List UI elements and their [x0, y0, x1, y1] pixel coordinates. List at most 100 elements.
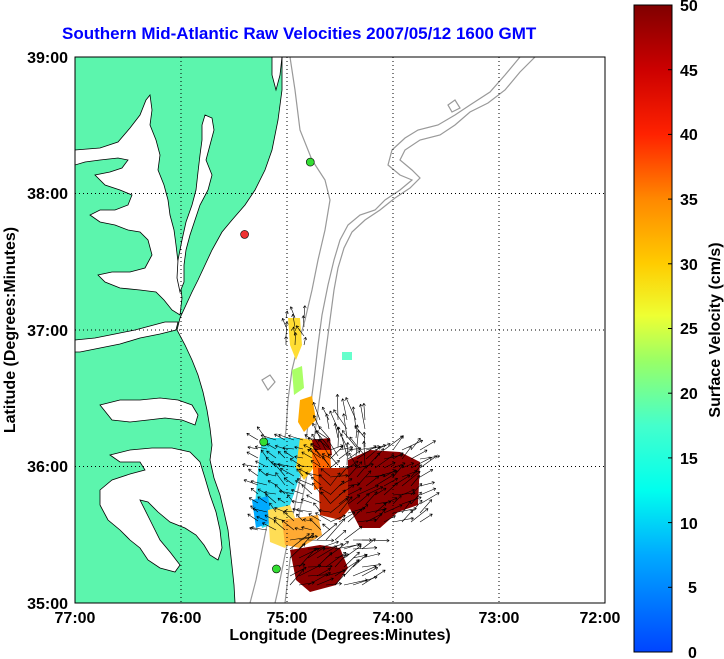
velocity-arrow [329, 410, 339, 430]
velocity-arrow [243, 479, 259, 486]
x-tick-label: 76:00 [161, 610, 202, 627]
velocity-arrow [273, 520, 286, 531]
colorbar-tick: 10 [680, 516, 698, 533]
x-tick-label: 72:00 [580, 610, 621, 627]
velocity-arrow [321, 406, 330, 421]
velocity-arrow [291, 499, 304, 504]
colorbar-tick: 35 [680, 192, 698, 209]
velocity-arrow [419, 499, 433, 514]
x-tick-label: 77:00 [55, 610, 96, 627]
y-axis-label: Latitude (Degrees:Minutes) [2, 227, 19, 433]
land-mass [75, 57, 283, 603]
stations [240, 157, 315, 574]
velocity-arrow [320, 491, 331, 504]
velocity-arrow [248, 497, 259, 504]
velocity-arrow [338, 478, 353, 487]
velocity-arrow [343, 543, 360, 550]
velocity-arrow [291, 313, 296, 328]
velocity-arrow [361, 566, 379, 577]
velocity-arrow [374, 448, 385, 460]
velocity-arrow [274, 484, 286, 495]
velocity-arrow [260, 449, 268, 459]
velocity-arrow [255, 460, 268, 468]
velocity-arrow [356, 504, 369, 514]
velocity-arrow [338, 496, 350, 505]
y-tick-label: 38:00 [27, 186, 68, 203]
velocity-arrow [322, 523, 331, 531]
velocity-arrow [274, 507, 286, 513]
velocity-arrow [343, 545, 362, 559]
velocity-arrow [374, 442, 391, 451]
velocity-arrow [361, 538, 376, 550]
velocity-arrow [293, 332, 298, 346]
velocity-arrow [327, 439, 339, 457]
velocity-arrow [296, 478, 313, 486]
velocity-arrow [419, 469, 434, 478]
velocity-arrow [256, 515, 268, 522]
velocity-arrow [320, 468, 331, 477]
velocity-arrow [342, 413, 348, 439]
velocity-arrow [383, 515, 396, 523]
velocity-arrow [347, 461, 363, 478]
y-tick-label: 39:00 [27, 50, 68, 67]
velocity-arrow [410, 475, 421, 487]
velocity-arrow [260, 434, 277, 441]
y-axis: 39:00 38:00 37:00 36:00 35:00 Latitude (… [2, 50, 68, 613]
velocity-arrow [277, 451, 286, 459]
velocity-arrow [383, 461, 396, 469]
velocity-arrow [309, 447, 321, 466]
velocity-arrow [282, 446, 295, 450]
velocity-arrow [361, 538, 390, 543]
velocity-arrow [343, 551, 360, 568]
y-tick-label: 36:00 [27, 459, 68, 476]
velocity-arrow [329, 473, 349, 478]
velocity-arrow [325, 413, 330, 430]
velocity-arrow [294, 526, 304, 531]
velocity-arrow [361, 552, 381, 559]
velocity-arrow [419, 481, 435, 487]
velocity-arrow [288, 434, 304, 441]
velocity-arrow [247, 513, 259, 522]
velocity-arrow [302, 305, 307, 319]
velocity-patch [348, 450, 420, 528]
velocity-arrow [349, 436, 366, 457]
x-tick-label: 74:00 [373, 610, 414, 627]
grid-lines [75, 57, 605, 603]
plot-area [75, 57, 605, 603]
y-tick-label: 35:00 [27, 596, 68, 613]
velocity-arrow [278, 489, 295, 495]
velocity-arrow [419, 455, 438, 469]
x-tick-label: 73:00 [479, 610, 520, 627]
velocity-arrow [401, 470, 418, 478]
colorbar: 50 45 40 35 30 25 20 15 10 5 0 Surface V… [633, 0, 724, 659]
velocity-arrow [401, 462, 415, 469]
velocity-arrow [283, 511, 295, 522]
velocity-patch [298, 396, 316, 432]
velocity-patch [290, 545, 348, 592]
velocity-arrow [311, 433, 321, 448]
velocity-arrow [338, 512, 356, 523]
velocity-arrow [345, 442, 350, 466]
velocity-arrow [250, 479, 268, 486]
velocity-arrow [247, 445, 259, 450]
colorbar-tick: 50 [680, 0, 698, 15]
colorbar-tick: 5 [688, 580, 697, 597]
velocity-arrow [325, 518, 346, 541]
velocity-arrow [392, 495, 402, 505]
velocity-arrow [281, 519, 295, 531]
velocity-arrow [374, 487, 387, 496]
velocity-arrow [356, 470, 372, 487]
colorbar-tick: 15 [680, 451, 698, 468]
x-axis: 77:00 76:00 75:00 74:00 73:00 72:00 Long… [55, 610, 621, 644]
velocity-arrow [419, 492, 440, 505]
velocity-arrow [318, 474, 331, 486]
velocity-arrow [329, 472, 341, 487]
velocity-arrow [266, 450, 277, 459]
x-tick-label: 75:00 [267, 610, 308, 627]
delaware-bay [271, 57, 283, 92]
velocity-arrow [341, 398, 348, 421]
velocity-arrow [321, 453, 331, 459]
velocity-arrow [419, 513, 433, 523]
velocity-patch [342, 352, 352, 360]
velocity-arrow [289, 569, 305, 586]
